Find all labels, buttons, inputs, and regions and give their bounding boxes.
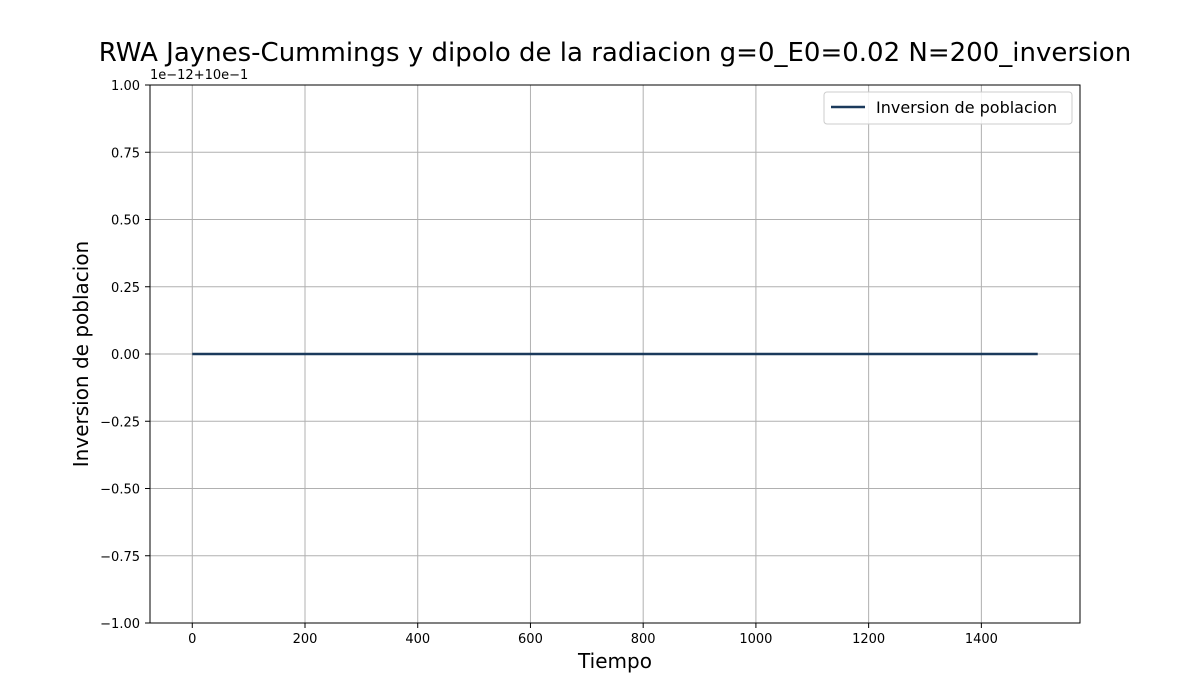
y-tick-label: 0.00 <box>111 348 140 363</box>
x-tick-label: 1200 <box>852 632 885 647</box>
x-tick-label: 800 <box>631 632 656 647</box>
y-axis-label: Inversion de poblacion <box>69 241 93 467</box>
x-tick-label: 1000 <box>739 632 772 647</box>
chart-title: RWA Jaynes-Cummings y dipolo de la radia… <box>99 38 1131 68</box>
y-tick-label: 1.00 <box>111 79 140 94</box>
x-tick-label: 0 <box>188 632 196 647</box>
legend-label-inversion: Inversion de poblacion <box>876 98 1057 117</box>
y-axis-offset-label: 1e−12+10e−1 <box>150 68 248 83</box>
y-tick-label: 0.75 <box>111 146 140 161</box>
x-axis-ticks: 0 200 400 600 800 1000 1200 1400 <box>188 623 998 647</box>
x-tick-label: 1400 <box>965 632 998 647</box>
y-tick-label: −0.25 <box>100 415 140 430</box>
x-axis-label: Tiempo <box>577 649 652 673</box>
y-tick-label: 0.25 <box>111 281 140 296</box>
x-tick-label: 400 <box>405 632 430 647</box>
legend-box <box>823 91 1073 125</box>
y-tick-label: −0.75 <box>100 550 140 565</box>
y-tick-label: −0.50 <box>100 483 140 498</box>
y-tick-label: 0.50 <box>111 214 140 229</box>
legend: Inversion de poblacion <box>823 91 1073 125</box>
y-tick-label: −1.00 <box>100 617 140 632</box>
x-tick-label: 200 <box>293 632 318 647</box>
y-axis-ticks: −1.00 −0.75 −0.50 −0.25 0.00 0.25 0.50 0.75 1.00 <box>100 79 150 632</box>
x-tick-label: 600 <box>518 632 543 647</box>
